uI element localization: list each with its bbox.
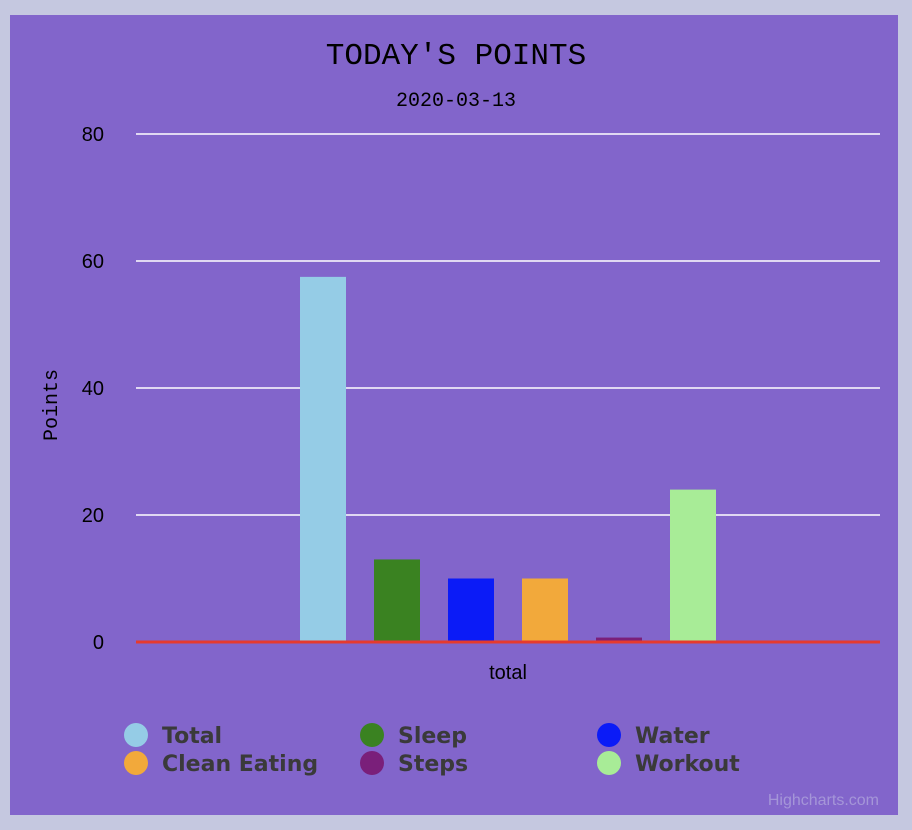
x-tick-label: total [489,662,527,684]
legend-symbol [124,751,148,775]
chart-svg: TODAY'S POINTS 2020-03-13 Points 0 20 40 60… [41,39,880,809]
legend-label: Clean Eating [162,752,318,777]
y-tick-label: 40 [82,378,104,400]
legend-label: Water [635,724,710,749]
credits-link[interactable]: Highcharts.com [768,792,879,809]
y-axis-title: Points [41,369,64,441]
legend-label: Workout [635,752,740,777]
bar [596,637,642,642]
chart-subtitle: 2020-03-13 [396,90,516,113]
bar [448,578,494,642]
bar [670,489,716,642]
legend-item[interactable]: Total [124,723,222,749]
bar-layer [300,276,716,642]
legend: Total Sleep Water Clean Eating Steps Workout [124,723,740,777]
legend-item[interactable]: Clean Eating [124,751,318,777]
grid-layer: 0 20 40 60 80 [82,124,880,654]
bar [374,559,420,642]
legend-label: Total [162,724,222,749]
chart-container: TODAY'S POINTS 2020-03-13 Points 0 20 40 60… [10,15,898,815]
y-tick-label: 80 [82,124,104,146]
legend-item[interactable]: Sleep [360,723,467,749]
x-axis-labels: total [489,662,527,684]
legend-symbol [597,751,621,775]
chart-title: TODAY'S POINTS [326,39,586,74]
legend-item[interactable]: Workout [597,751,740,777]
legend-label: Steps [398,752,468,777]
bar [522,578,568,642]
y-tick-label: 0 [93,632,104,654]
bar [300,276,346,642]
legend-symbol [360,751,384,775]
legend-symbol [124,723,148,747]
legend-symbol [597,723,621,747]
y-tick-label: 20 [82,505,104,527]
legend-label: Sleep [398,724,467,749]
legend-symbol [360,723,384,747]
legend-item[interactable]: Water [597,723,710,749]
y-tick-label: 60 [82,251,104,273]
legend-item[interactable]: Steps [360,751,468,777]
